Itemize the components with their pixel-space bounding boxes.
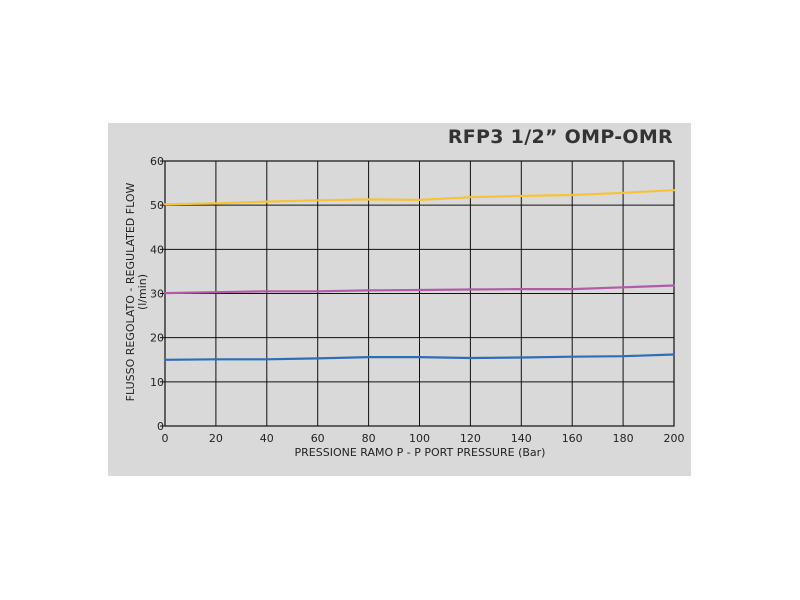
y-tick-label: 60 xyxy=(150,155,164,168)
x-tick-label: 60 xyxy=(311,432,325,445)
x-axis-label: PRESSIONE RAMO P - P PORT PRESSURE (Bar) xyxy=(295,446,546,459)
series-line-1 xyxy=(163,189,676,206)
y-tick-label: 30 xyxy=(150,288,164,301)
x-tick-label: 80 xyxy=(362,432,376,445)
y-tick-label: 0 xyxy=(157,420,164,433)
y-tick-label: 40 xyxy=(150,243,164,256)
series-line-2 xyxy=(163,284,676,295)
y-tick-label: 50 xyxy=(150,199,164,212)
grid xyxy=(165,161,674,426)
x-tick-label: 160 xyxy=(562,432,583,445)
x-tick-label: 180 xyxy=(613,432,634,445)
series-line-3 xyxy=(163,353,676,361)
x-tick-label: 200 xyxy=(664,432,685,445)
y-axis-unit: (l/min) xyxy=(136,274,149,310)
y-tick-label: 20 xyxy=(150,332,164,345)
x-tick-label: 0 xyxy=(162,432,169,445)
x-tick-label: 100 xyxy=(409,432,430,445)
x-tick-label: 40 xyxy=(260,432,274,445)
series-lines xyxy=(163,189,676,361)
chart-title: RFP3 1/2” OMP-OMR xyxy=(447,126,673,148)
x-tick-label: 120 xyxy=(460,432,481,445)
y-axis-label: FLUSSO REGOLATO - REGULATED FLOW xyxy=(124,183,137,402)
axis-ticks: 0 20 40 60 80 100 120 140 160 180 200 0 10 20 30 40 50 60 xyxy=(150,155,685,445)
x-tick-label: 140 xyxy=(511,432,532,445)
y-tick-label: 10 xyxy=(150,376,164,389)
x-tick-label: 20 xyxy=(209,432,223,445)
